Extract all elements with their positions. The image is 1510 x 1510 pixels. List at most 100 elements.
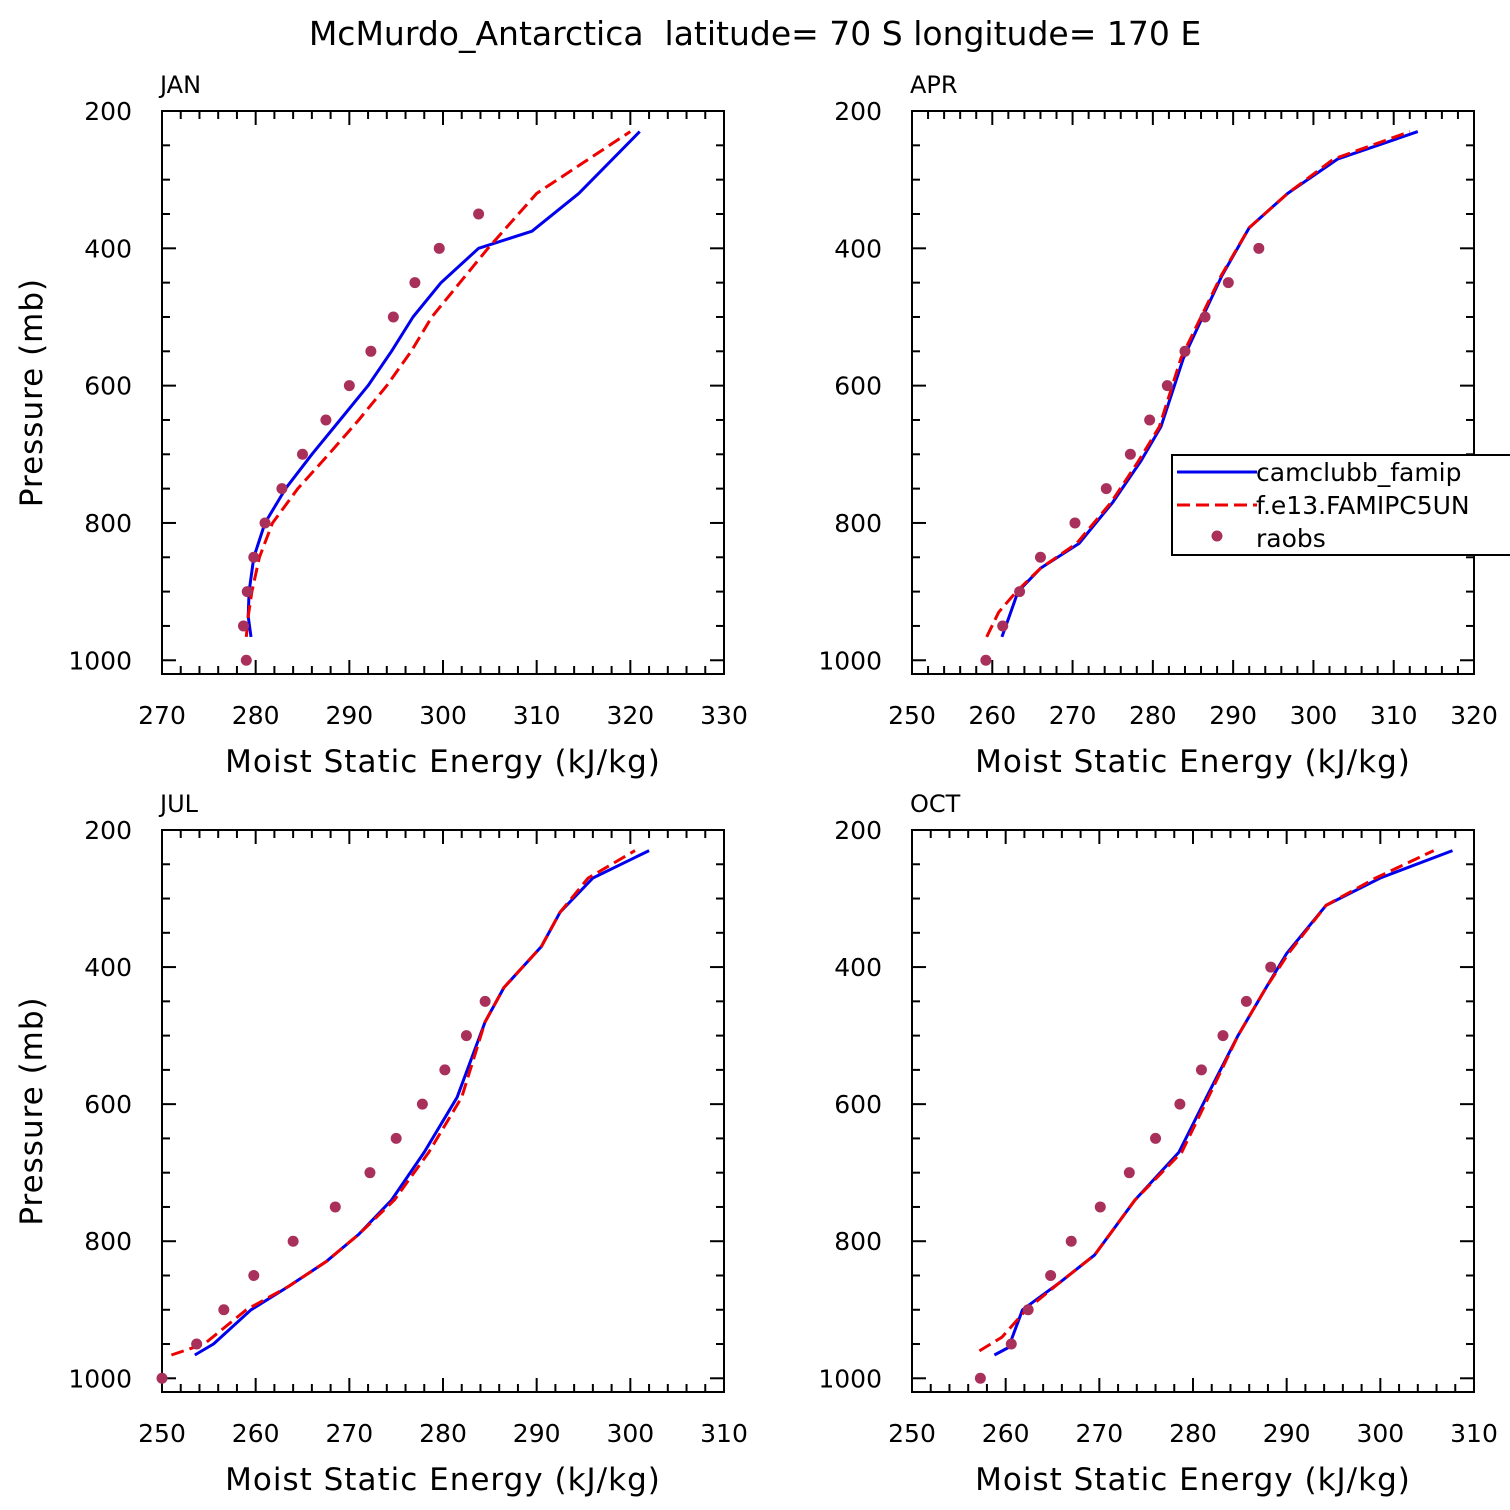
y-tick-label: 200 <box>834 816 882 845</box>
x-tick-label: 300 <box>1356 1419 1404 1448</box>
raobs-point <box>240 654 252 666</box>
y-tick-label: 400 <box>84 234 132 263</box>
raobs-point <box>1123 1167 1135 1179</box>
x-tick-label: 270 <box>1049 701 1097 730</box>
legend: camclubb_famip f.e13.FAMIPC5UN raobs <box>1171 454 1510 556</box>
raobs-point <box>1222 277 1234 289</box>
panel-jul: JUL 250 260 270 280 290 300 310 200 400 600 800 1000… <box>14 790 748 1498</box>
legend-marker-raobs <box>1211 530 1223 542</box>
x-tick-label: 290 <box>513 1419 561 1448</box>
x-tick-label: 280 <box>1129 701 1177 730</box>
x-axis-label: Moist Static Energy (kJ/kg) <box>225 1462 661 1498</box>
raobs-point <box>218 1304 230 1316</box>
panel-jan: JAN 270 280 290 300 310 320 330 200 400 600 800 1000… <box>14 71 748 780</box>
raobs-point <box>980 654 992 666</box>
raobs-point <box>1161 380 1173 392</box>
raobs-point <box>1240 995 1252 1007</box>
raobs-point <box>237 620 249 632</box>
raobs-point <box>1065 1235 1077 1247</box>
x-tick-label: 270 <box>325 1419 373 1448</box>
raobs-point <box>248 1269 260 1281</box>
raobs-point <box>1005 1338 1017 1350</box>
raobs-point <box>1022 1304 1034 1316</box>
x-tick-label: 270 <box>138 701 186 730</box>
panel-label: OCT <box>910 790 961 818</box>
x-tick-label: 310 <box>513 701 561 730</box>
x-tick-label: 290 <box>325 701 373 730</box>
x-tick-label: 320 <box>606 701 654 730</box>
raobs-point <box>473 208 485 220</box>
x-tick-label: 320 <box>1450 701 1498 730</box>
y-tick-label: 200 <box>84 816 132 845</box>
x-tick-label: 260 <box>982 1419 1030 1448</box>
y-tick-label: 1000 <box>68 646 132 675</box>
raobs-point <box>1217 1030 1229 1042</box>
raobs-point <box>1014 586 1026 598</box>
raobs-point <box>1199 311 1211 323</box>
fe13-series-line <box>978 849 1435 1353</box>
y-tick-label: 200 <box>834 97 882 126</box>
raobs-point <box>343 380 355 392</box>
x-tick-label: 330 <box>700 701 748 730</box>
raobs-point <box>416 1098 428 1110</box>
plot-frame <box>911 829 1475 1393</box>
raobs-point <box>997 620 1009 632</box>
y-tick-label: 600 <box>84 1090 132 1119</box>
y-axis-label: Pressure (mb) <box>14 278 50 507</box>
raobs-point <box>1150 1132 1162 1144</box>
raobs-point <box>974 1372 986 1384</box>
y-tick-label: 600 <box>834 1090 882 1119</box>
x-tick-label: 300 <box>1290 701 1338 730</box>
y-tick-label: 600 <box>834 372 882 401</box>
raobs-point <box>433 242 445 254</box>
raobs-point <box>1034 551 1046 563</box>
raobs-point <box>329 1201 341 1213</box>
raobs-point <box>1100 483 1112 495</box>
panels-group: JAN 270 280 290 300 310 320 330 200 400 600 800 1000… <box>14 71 1498 1498</box>
raobs-point <box>390 1132 402 1144</box>
raobs-point <box>156 1372 168 1384</box>
x-tick-label: 310 <box>1370 701 1418 730</box>
legend-label: f.e13.FAMIPC5UN <box>1256 491 1470 520</box>
y-tick-label: 600 <box>84 372 132 401</box>
raobs-point <box>1144 414 1156 426</box>
raobs-point <box>276 483 288 495</box>
x-tick-label: 310 <box>1450 1419 1498 1448</box>
x-tick-label: 280 <box>419 1419 467 1448</box>
y-axis-label: Pressure (mb) <box>14 996 50 1225</box>
x-axis-label: Moist Static Energy (kJ/kg) <box>225 744 661 780</box>
x-tick-label: 250 <box>888 701 936 730</box>
raobs-point <box>241 586 253 598</box>
camclubb-series-line <box>246 130 641 638</box>
raobs-point <box>460 1030 472 1042</box>
camclubb-series-line <box>1000 130 1419 638</box>
x-tick-label: 260 <box>968 701 1016 730</box>
x-tick-label: 260 <box>232 1419 280 1448</box>
raobs-point <box>320 414 332 426</box>
x-tick-label: 280 <box>232 701 280 730</box>
fe13-series-line <box>244 130 632 638</box>
y-tick-label: 400 <box>834 953 882 982</box>
panel-label: JUL <box>158 790 199 818</box>
y-tick-label: 400 <box>84 953 132 982</box>
x-tick-label: 300 <box>419 701 467 730</box>
y-tick-label: 1000 <box>818 1364 882 1393</box>
raobs-point <box>1174 1098 1186 1110</box>
raobs-point <box>1069 517 1081 529</box>
panel-label: JAN <box>158 71 201 99</box>
raobs-point <box>191 1338 203 1350</box>
raobs-point <box>439 1064 451 1076</box>
fe13-series-line <box>170 849 636 1357</box>
x-tick-label: 280 <box>1169 1419 1217 1448</box>
x-axis-label: Moist Static Energy (kJ/kg) <box>975 1462 1411 1498</box>
raobs-point <box>1124 448 1136 460</box>
figure-title: McMurdo_Antarctica latitude= 70 S longit… <box>309 14 1201 53</box>
x-axis-label: Moist Static Energy (kJ/kg) <box>975 744 1411 780</box>
y-tick-label: 1000 <box>68 1364 132 1393</box>
raobs-point <box>259 517 271 529</box>
x-tick-label: 270 <box>1075 1419 1123 1448</box>
plot-frame <box>161 829 725 1393</box>
x-tick-label: 290 <box>1209 701 1257 730</box>
y-tick-label: 800 <box>84 1227 132 1256</box>
